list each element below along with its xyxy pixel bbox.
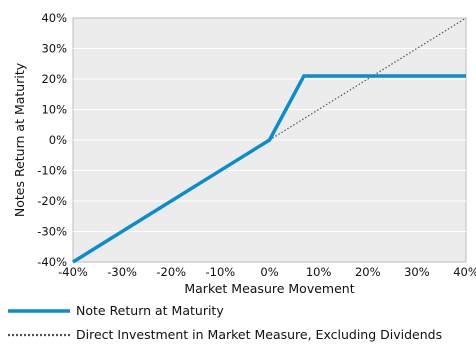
x-tick-label: 0% xyxy=(260,265,278,279)
y-tick-label: -20% xyxy=(37,194,67,208)
y-tick-label: 0% xyxy=(49,133,67,147)
x-tick-label: 40% xyxy=(453,265,476,279)
x-tick-label: -30% xyxy=(107,265,137,279)
series-layer xyxy=(72,17,467,264)
legend: Note Return at Maturity Direct Investment… xyxy=(8,303,442,342)
grid-lines xyxy=(73,48,466,232)
x-tick-label: 20% xyxy=(355,265,381,279)
series-line-direct-investment xyxy=(269,17,467,141)
x-tick-label: 10% xyxy=(306,265,332,279)
series-line-note-return xyxy=(72,74,466,264)
x-tick-label: 30% xyxy=(404,265,430,279)
y-tick-label: -10% xyxy=(37,164,67,178)
legend-label: Direct Investment in Market Measure, Exc… xyxy=(76,327,442,342)
y-axis-title: Notes Return at Maturity xyxy=(12,62,27,217)
y-tick-label: 10% xyxy=(41,103,67,117)
x-axis-ticks: -40% -30% -20% -10% 0% 10% 20% 30% 40% xyxy=(58,265,476,279)
x-tick-label: -20% xyxy=(156,265,186,279)
y-tick-label: 40% xyxy=(41,11,67,25)
x-axis-title: Market Measure Movement xyxy=(184,281,354,296)
y-axis-ticks: -40% -30% -20% -10% 0% 10% 20% 30% 40% xyxy=(37,11,67,269)
legend-label: Note Return at Maturity xyxy=(76,303,224,318)
y-tick-label: -40% xyxy=(37,255,67,269)
y-tick-label: -30% xyxy=(37,225,67,239)
x-tick-label: -40% xyxy=(58,265,88,279)
y-tick-label: 20% xyxy=(41,72,67,86)
y-tick-label: 30% xyxy=(41,42,67,56)
x-tick-label: -10% xyxy=(206,265,236,279)
